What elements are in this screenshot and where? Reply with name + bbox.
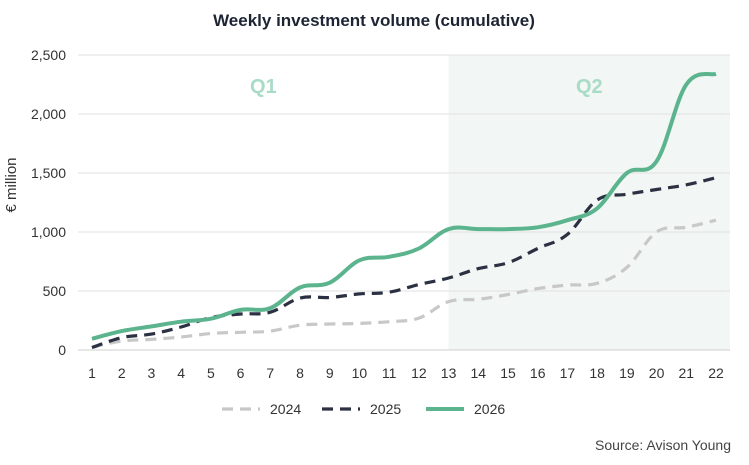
x-tick-label: 18: [589, 365, 605, 381]
x-tick-label: 16: [530, 365, 546, 381]
x-tick-label: 12: [411, 365, 427, 381]
x-tick-label: 20: [649, 365, 665, 381]
x-tick-label: 10: [352, 365, 368, 381]
series-lines: [91, 71, 717, 350]
x-tick-label: 21: [678, 365, 694, 381]
x-tick-label: 13: [441, 365, 457, 381]
region-label-q2: Q2: [576, 76, 603, 98]
gridlines: 0 500 1,000 1,500 2,000 2,500: [31, 47, 730, 358]
y-axis-label: € million: [3, 157, 20, 212]
series-line-2024: [91, 218, 717, 349]
region-label-q1: Q1: [250, 76, 277, 98]
chart-title: Weekly investment volume (cumulative): [213, 11, 535, 30]
y-tick-label: 0: [58, 342, 66, 358]
axes: 1 2 3 4 5 6 7 8 9 10 11 12 13 14 15 16 17 18 19 20 21 22: [78, 349, 730, 381]
x-tick-label: 11: [382, 365, 397, 381]
y-tick-label: 1,000: [31, 224, 66, 240]
quarter-bands: Q1 Q2: [78, 55, 730, 350]
x-tick-label: 8: [296, 365, 304, 381]
y-tick-label: 2,000: [31, 106, 66, 122]
x-tick-label: 3: [148, 365, 156, 381]
source-note: Source: Avison Young: [595, 437, 731, 453]
series-line-2026: [91, 71, 717, 341]
x-tick-label: 1: [88, 365, 96, 381]
x-tick-label: 5: [207, 365, 215, 381]
legend-label-2025: 2025: [370, 401, 401, 417]
legend: 2024 2025 2026: [222, 401, 505, 417]
x-tick-label: 22: [708, 365, 724, 381]
x-tick-label: 9: [326, 365, 334, 381]
x-tick-label: 14: [470, 365, 486, 381]
region-band-q1: [78, 55, 449, 350]
y-tick-label: 2,500: [31, 47, 66, 63]
x-tick-label: 4: [177, 365, 185, 381]
x-tick-label: 15: [500, 365, 516, 381]
y-tick-label: 500: [43, 283, 67, 299]
y-tick-label: 1,500: [31, 165, 66, 181]
x-tick-label: 19: [619, 365, 635, 381]
x-tick-label: 17: [560, 365, 576, 381]
x-tick-label: 6: [237, 365, 245, 381]
region-band-q2: [448, 55, 730, 350]
x-tick-label: 2: [118, 365, 126, 381]
legend-label-2024: 2024: [270, 401, 301, 417]
legend-label-2026: 2026: [474, 401, 505, 417]
x-tick-label: 7: [266, 365, 274, 381]
